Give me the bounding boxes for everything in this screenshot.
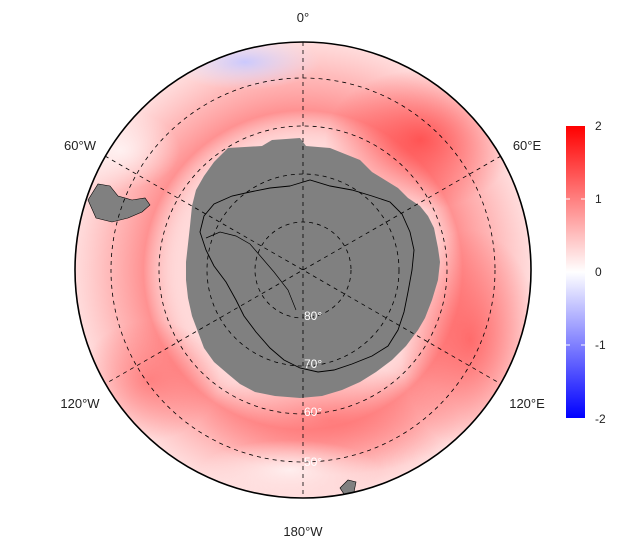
lon-label-lower-right: 120°E [509, 396, 545, 411]
graticule [104, 42, 502, 498]
colorbar-label-neg2: -2 [595, 412, 606, 426]
latitude-labels: 80° 70° 60° 50° [304, 309, 322, 469]
longitude-labels: 0° 60°W 60°E 120°W 120°E 180°W [60, 10, 545, 539]
colorbar-label-1: 1 [595, 192, 602, 206]
south-georgia-island [339, 479, 357, 495]
lon-label-upper-right: 60°E [513, 138, 542, 153]
colorbar-label-0: 0 [595, 265, 602, 279]
lat-label-50: 50° [304, 455, 322, 469]
colorbar-label-2: 2 [595, 119, 602, 133]
colorbar-ticks [566, 198, 585, 346]
lat-label-60: 60° [304, 405, 322, 419]
lon-label-lower-left: 120°W [60, 396, 100, 411]
colorbar-label-neg1: -1 [595, 338, 606, 352]
colorbar-tick-labels: 2 1 0 -1 -2 [595, 119, 606, 426]
lat-label-80: 80° [304, 309, 322, 323]
colorbar: 2 1 0 -1 -2 [566, 119, 606, 426]
map-boundary [74, 41, 532, 499]
coastline-shelf [205, 231, 297, 311]
anomaly-field [75, 42, 531, 498]
antarctica-landmass [186, 138, 440, 398]
colorbar-gradient [566, 126, 585, 418]
coastline [199, 179, 415, 373]
lon-label-upper-left: 60°W [64, 138, 97, 153]
lon-label-bottom: 180°W [283, 524, 323, 539]
antarctic-peninsula [87, 183, 151, 223]
lon-label-top: 0° [297, 10, 309, 25]
lat-label-70: 70° [304, 357, 322, 371]
